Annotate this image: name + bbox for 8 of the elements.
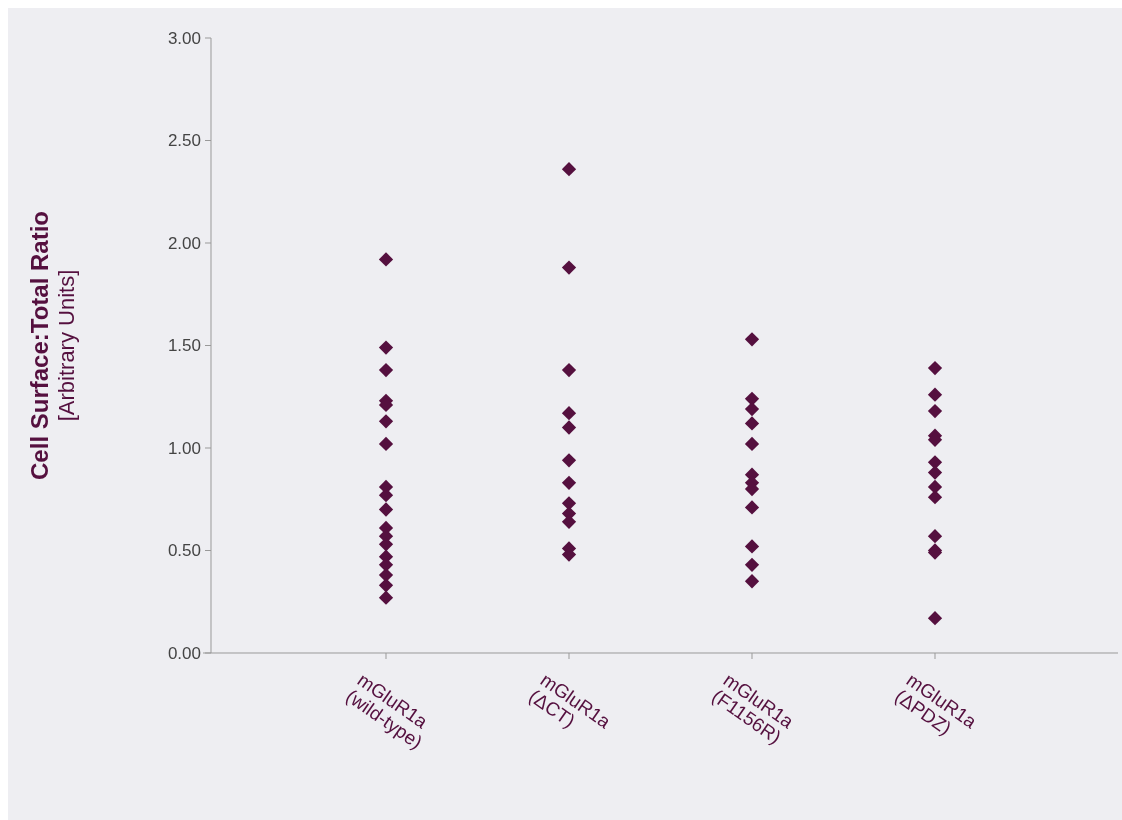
y-tick-label: 1.00 xyxy=(167,438,201,458)
y-tick-label: 2.00 xyxy=(167,233,201,253)
y-tick-label: 2.50 xyxy=(167,131,201,151)
y-tick-label: 3.00 xyxy=(167,28,201,48)
y-tick-label: 0.50 xyxy=(167,541,201,561)
y-tick-label: 0.00 xyxy=(167,643,201,663)
y-axis-title: Cell Surface:Total Ratio [Arbitrary Units] xyxy=(26,211,80,480)
y-tick-label: 1.50 xyxy=(167,336,201,356)
